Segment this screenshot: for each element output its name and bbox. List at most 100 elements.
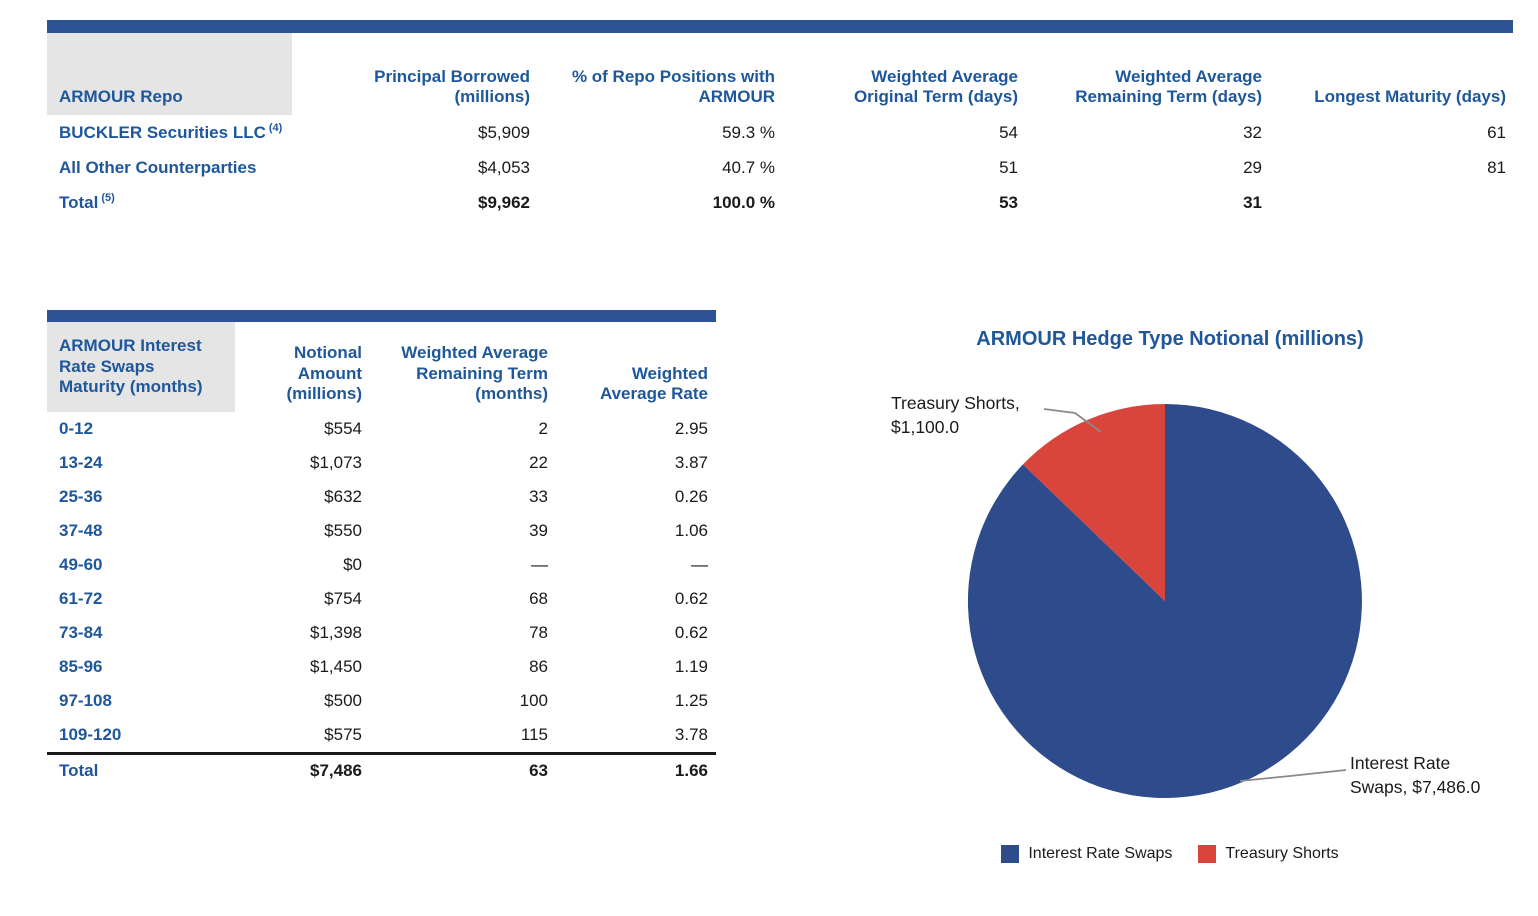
row-label: BUCKLER Securities LLC (4) [59, 121, 283, 142]
cell-rate: 3.78 [674, 725, 708, 744]
cell-rate: 2.95 [674, 419, 708, 438]
leader-line-interest-rate-swaps [1239, 769, 1347, 782]
cell-notional: $575 [324, 725, 362, 744]
col-header-notional-amount: Notional Amount (millions) [286, 342, 362, 404]
table-row-maturity-49-60: 49-60 $0 — — [47, 548, 716, 582]
repo-table-title-cell: ARMOUR Repo [47, 33, 292, 115]
pie-slice-interest-rate-swaps [967, 404, 1362, 798]
pie-chart [967, 404, 1362, 798]
cell-principal: $4,053 [478, 157, 530, 177]
swaps-table-title-cell: ARMOUR Interest Rate Swaps Maturity (mon… [47, 322, 235, 412]
table-row-total: Total $7,486 63 1.66 [47, 752, 716, 786]
row-label: 13-24 [59, 453, 103, 472]
table-row-maturity-25-36: 25-36 $632 33 0.26 [47, 480, 716, 514]
swaps-table-accent-bar [47, 310, 716, 322]
cell-rem-term: 29 [1243, 157, 1262, 177]
cell-rate: 1.19 [674, 657, 708, 676]
cell-notional: $1,073 [310, 453, 362, 472]
row-label: 73-84 [59, 623, 103, 642]
cell-term: 2 [538, 419, 548, 438]
row-label-total: Total [59, 760, 99, 780]
cell-notional: $550 [324, 521, 362, 540]
pie-slice-treasury-shorts [1023, 404, 1165, 601]
callout-interest-rate-swaps: Interest Rate Swaps, $7,486.0 [1350, 751, 1480, 799]
col-header-weighted-average-rate: Weighted Average Rate [599, 363, 708, 404]
cell-rate: 3.87 [674, 453, 708, 472]
chart-title: ARMOUR Hedge Type Notional (millions) [976, 328, 1364, 350]
swaps-table-header-row: ARMOUR Interest Rate Swaps Maturity (mon… [47, 322, 716, 412]
cell-notional: $632 [324, 487, 362, 506]
callout-label: Treasury Shorts, [891, 393, 1020, 413]
cell-notional: $0 [343, 555, 362, 574]
cell-rem-term-total: 31 [1243, 192, 1262, 212]
cell-longest: 61 [1487, 122, 1506, 142]
cell-notional: $1,450 [310, 657, 362, 676]
cell-term: 33 [529, 487, 548, 506]
col-header-longest-maturity: Longest Maturity (days) [1314, 87, 1506, 107]
row-label: 0-12 [59, 419, 94, 438]
legend-swatch-blue [1001, 845, 1020, 863]
callout-value: Swaps, $7,486.0 [1350, 777, 1481, 797]
col-header-wa-original-term: Weighted Average Original Term (days) [853, 66, 1018, 107]
row-label: All Other Counterparties [59, 157, 257, 177]
cell-term: 39 [529, 521, 548, 540]
table-row-maturity-109-120: 109-120 $575 115 3.78 [47, 718, 716, 752]
cell-rate: 0.62 [674, 589, 708, 608]
leader-line-treasury-shorts [1043, 408, 1102, 433]
callout-value: $1,100.0 [891, 417, 960, 437]
row-label: 97-108 [59, 691, 112, 710]
cell-notional: $500 [324, 691, 362, 710]
cell-orig-term-total: 53 [999, 192, 1018, 212]
repo-table-header-row: ARMOUR Repo Principal Borrowed (millions… [47, 33, 1513, 115]
cell-orig-term: 54 [999, 122, 1018, 142]
cell-term-total: 63 [529, 760, 548, 780]
cell-term: — [531, 555, 548, 574]
cell-term: 68 [529, 589, 548, 608]
cell-rem-term: 32 [1243, 122, 1262, 142]
cell-principal-total: $9,962 [478, 192, 530, 212]
col-header-wa-remaining-term: Weighted Average Remaining Term (days) [1075, 66, 1262, 107]
cell-notional: $754 [324, 589, 362, 608]
repo-table-accent-bar [47, 20, 1513, 33]
table-row-maturity-97-108: 97-108 $500 100 1.25 [47, 684, 716, 718]
table-row-maturity-37-48: 37-48 $550 39 1.06 [47, 514, 716, 548]
repo-table-title: ARMOUR Repo [59, 87, 183, 107]
legend-label: Treasury Shorts [1225, 845, 1339, 862]
callout-treasury-shorts: Treasury Shorts, $1,100.0 [891, 391, 1020, 439]
row-label-total: Total (5) [59, 191, 115, 212]
cell-rate: 0.26 [674, 487, 708, 506]
swaps-table: ARMOUR Interest Rate Swaps Maturity (mon… [47, 310, 716, 786]
cell-pct: 40.7 % [722, 157, 775, 177]
table-row-all-other: All Other Counterparties $4,053 40.7 % 5… [47, 150, 1513, 185]
callout-label: Interest Rate [1350, 753, 1451, 773]
legend-swatch-red [1198, 845, 1217, 863]
cell-longest-total [1262, 185, 1513, 220]
table-row-maturity-0-12: 0-12 $554 2 2.95 [47, 412, 716, 446]
cell-term: 86 [529, 657, 548, 676]
cell-term: 78 [529, 623, 548, 642]
legend-item-interest-rate-swaps: Interest Rate Swaps [1001, 845, 1172, 863]
row-label: 85-96 [59, 657, 103, 676]
legend-label: Interest Rate Swaps [1028, 845, 1173, 862]
table-row-maturity-61-72: 61-72 $754 68 0.62 [47, 582, 716, 616]
cell-longest: 81 [1487, 157, 1506, 177]
repo-table: ARMOUR Repo Principal Borrowed (millions… [47, 20, 1513, 220]
cell-notional: $554 [324, 419, 362, 438]
cell-term: 100 [519, 691, 548, 710]
footnote-marker: (4) [268, 121, 283, 134]
table-row-maturity-73-84: 73-84 $1,398 78 0.62 [47, 616, 716, 650]
cell-rate: — [691, 555, 708, 574]
cell-pct: 59.3 % [722, 122, 775, 142]
table-row-total: Total (5) $9,962 100.0 % 53 31 [47, 185, 1513, 220]
cell-rate-total: 1.66 [674, 760, 708, 780]
row-label: 37-48 [59, 521, 103, 540]
col-header-pct-repo-positions: % of Repo Positions with ARMOUR [571, 66, 775, 107]
cell-rate: 0.62 [674, 623, 708, 642]
cell-term: 115 [520, 725, 548, 744]
row-label: 49-60 [59, 555, 103, 574]
cell-notional: $1,398 [310, 623, 362, 642]
cell-rate: 1.25 [674, 691, 708, 710]
cell-principal: $5,909 [478, 122, 530, 142]
row-label: 25-36 [59, 487, 103, 506]
